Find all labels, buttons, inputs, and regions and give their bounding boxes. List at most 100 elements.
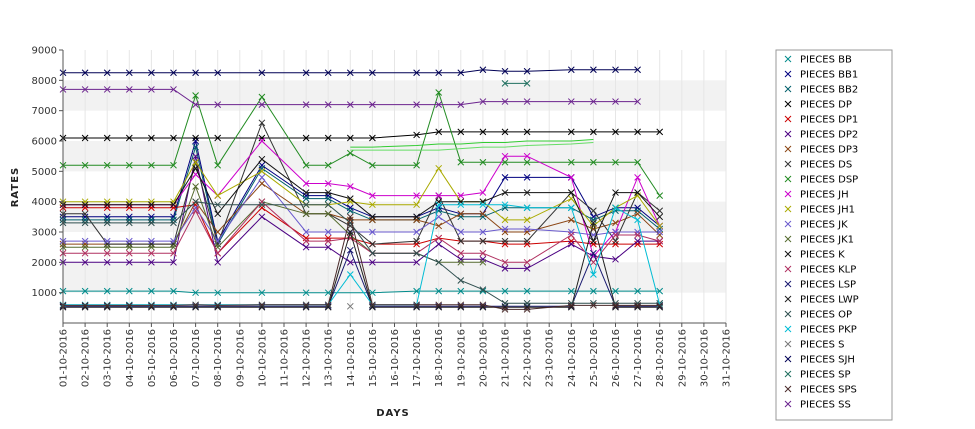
data-point <box>258 164 266 172</box>
x-tick-label: 18-10-2016 <box>434 329 445 387</box>
data-point <box>302 101 310 108</box>
data-point <box>612 219 619 227</box>
legend-label: PIECES KLP <box>800 265 856 276</box>
series-line <box>63 204 660 255</box>
data-point <box>214 134 222 142</box>
data-point <box>523 240 531 248</box>
legend-entry: PIECES BB <box>784 55 852 66</box>
data-point <box>523 174 531 181</box>
data-point <box>634 237 641 245</box>
data-point <box>369 213 376 221</box>
series-line <box>63 200 660 264</box>
x-tick-label: 08-10-2016 <box>213 329 224 387</box>
legend-entry: PIECES SP <box>784 370 851 381</box>
data-point <box>523 189 531 196</box>
data-point <box>324 201 332 209</box>
series-unlabeled-24 <box>350 139 594 148</box>
data-point <box>125 216 133 224</box>
data-point <box>170 216 177 224</box>
data-point <box>501 67 509 75</box>
data-point <box>501 174 509 181</box>
series-pieces-sp <box>501 80 531 87</box>
data-point <box>103 302 111 309</box>
data-point <box>435 89 443 96</box>
data-point <box>457 277 465 284</box>
data-point <box>302 234 310 242</box>
data-point <box>103 243 111 251</box>
legend-entry: PIECES BB2 <box>784 85 858 96</box>
series-pieces-dsp <box>59 89 664 199</box>
x-tick-label: 12-10-2016 <box>302 329 313 387</box>
x-tick-label: 11-10-2016 <box>280 329 291 387</box>
x-tick-label: 13-10-2016 <box>324 329 335 387</box>
data-point <box>81 287 89 295</box>
data-point <box>324 69 332 77</box>
data-point <box>590 271 597 278</box>
legend-entry: PIECES JK1 <box>784 235 854 246</box>
data-point <box>302 189 310 196</box>
data-point <box>103 204 111 212</box>
data-point <box>192 152 199 160</box>
data-point <box>590 222 597 230</box>
x-tick-label: 01-10-2016 <box>59 329 70 387</box>
data-point <box>324 180 332 187</box>
data-point <box>656 192 664 199</box>
legend-marker <box>784 205 792 213</box>
data-point <box>103 287 111 295</box>
y-tick-label: 8000 <box>32 76 57 87</box>
data-point <box>103 237 111 245</box>
legend-entry: PIECES K <box>784 250 845 261</box>
data-point <box>81 134 89 142</box>
data-point <box>457 249 465 257</box>
data-point <box>612 204 619 212</box>
series-pieces-bb <box>59 287 664 297</box>
data-point <box>324 301 332 309</box>
data-point <box>656 287 664 295</box>
data-point <box>324 134 332 142</box>
data-point <box>413 301 420 309</box>
data-point <box>612 231 619 239</box>
legend-entry: PIECES JH <box>784 190 849 201</box>
legend-entry: PIECES DP3 <box>784 145 858 156</box>
x-axis-ticks: 01-10-2016 02-10-2016 03-10-2016 04-10-2016… <box>59 323 733 387</box>
data-point <box>501 98 509 105</box>
legend-marker <box>784 385 792 393</box>
legend-entry: PIECES OP <box>784 310 852 321</box>
data-point <box>634 158 641 166</box>
data-point <box>523 67 531 75</box>
data-point <box>369 228 376 236</box>
data-point <box>214 249 222 257</box>
data-point <box>435 69 443 77</box>
data-point <box>81 161 89 169</box>
data-point <box>457 101 465 108</box>
data-point <box>457 287 465 295</box>
data-point <box>457 255 465 263</box>
data-point <box>369 101 376 108</box>
data-point <box>258 167 266 175</box>
data-point <box>413 192 420 199</box>
data-point <box>501 204 509 212</box>
y-tick-label: 5000 <box>32 167 57 178</box>
series-line <box>350 142 594 151</box>
data-point <box>125 240 133 248</box>
data-point <box>567 302 575 309</box>
data-point <box>634 189 641 196</box>
legend-marker <box>784 85 792 93</box>
data-point <box>590 240 597 248</box>
data-point <box>192 143 199 151</box>
data-point <box>590 158 597 166</box>
series-unlabeled-25 <box>350 142 594 151</box>
data-point <box>170 134 177 142</box>
data-point <box>81 219 89 227</box>
data-point <box>435 128 443 136</box>
data-point <box>192 137 199 145</box>
y-tick-label: 2000 <box>32 258 57 269</box>
series-line <box>63 204 661 306</box>
data-point <box>656 302 664 309</box>
series-line <box>63 201 660 304</box>
data-point <box>103 258 111 266</box>
x-tick-label: 06-10-2016 <box>169 329 180 387</box>
data-point <box>369 69 376 77</box>
series-line <box>63 90 661 196</box>
